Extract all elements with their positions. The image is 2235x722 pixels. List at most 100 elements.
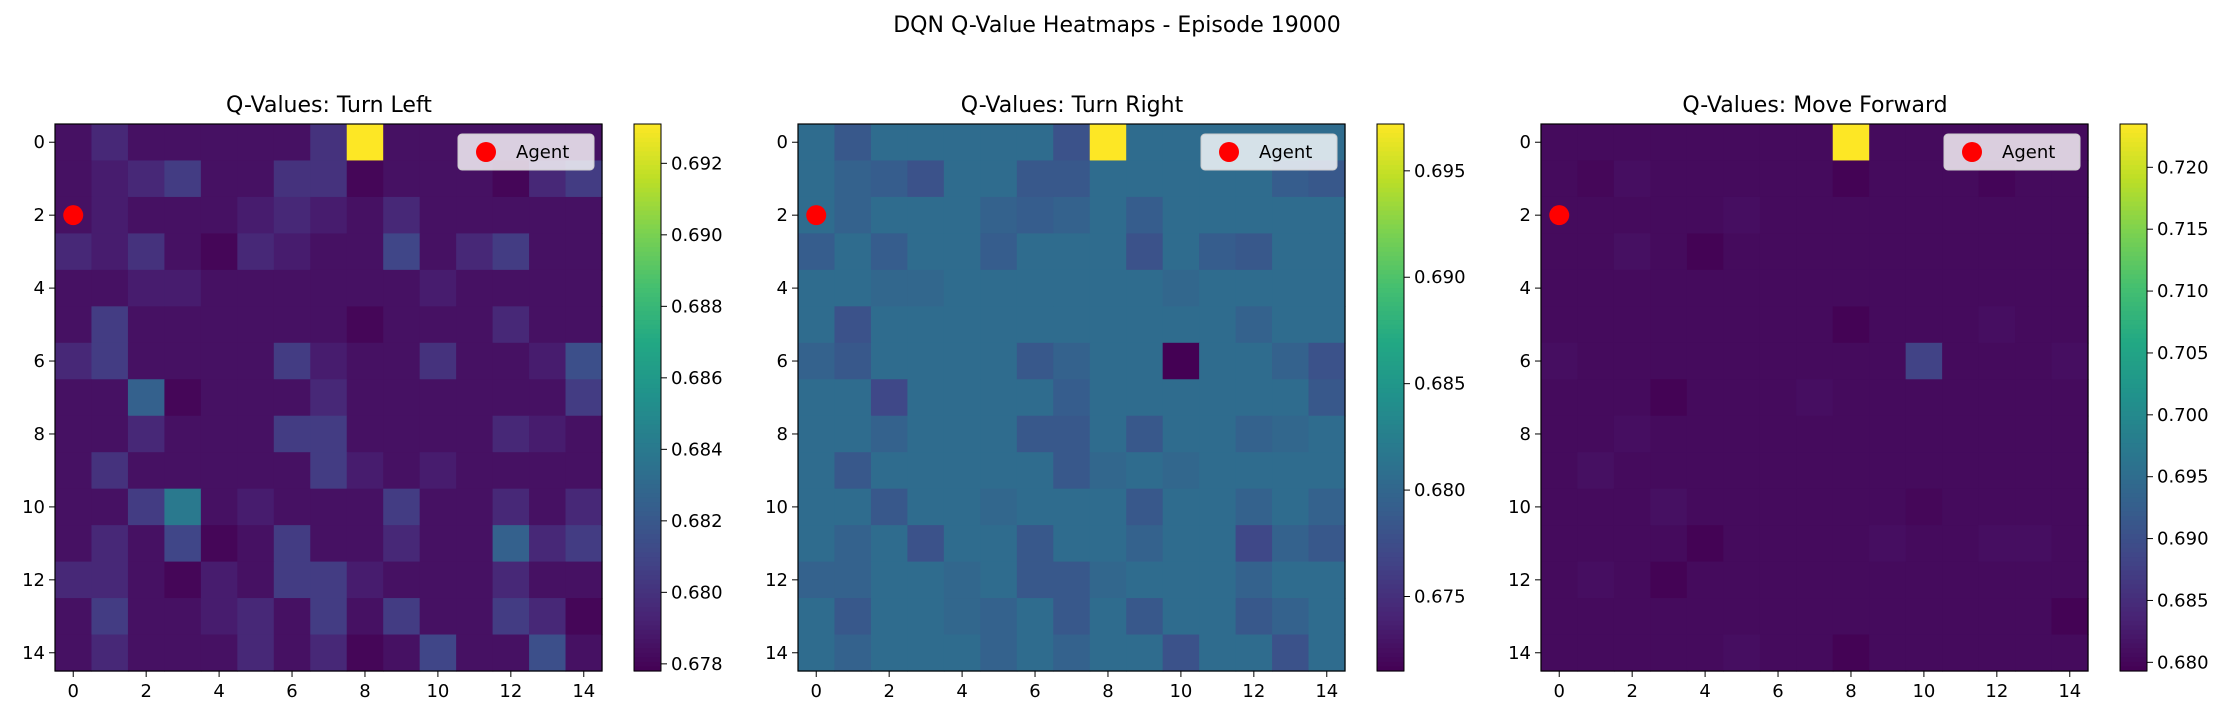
heatmap-cell: [2051, 561, 2089, 599]
colorbar-segment: [634, 506, 661, 513]
heatmap-cell: [1199, 634, 1237, 672]
heatmap-cell: [346, 452, 384, 490]
colorbar-segment: [2120, 525, 2147, 531]
heatmap-cell: [2015, 379, 2053, 417]
heatmap-cell: [55, 269, 93, 307]
heatmap-cell: [2015, 525, 2053, 563]
heatmap-cell: [1126, 452, 1164, 490]
heatmap-cell: [529, 561, 567, 599]
colorbar-segment: [2120, 233, 2147, 239]
colorbar-segment: [2120, 306, 2147, 312]
colorbar-segment: [1377, 155, 1404, 162]
colorbar-tick-label: 0.700: [2157, 405, 2209, 426]
colorbar-segment: [634, 288, 661, 294]
colorbar-segment: [1377, 174, 1404, 180]
heatmap-cell: [200, 598, 238, 636]
colorbar-segment: [2120, 488, 2147, 494]
heatmap-cell: [943, 634, 981, 672]
heatmap-cell: [127, 525, 165, 563]
colorbar-segment: [2120, 256, 2147, 262]
heatmap-cell: [310, 634, 348, 672]
colorbar-segment: [634, 356, 661, 362]
colorbar-segment: [634, 137, 661, 143]
legend-label: Agent: [2002, 142, 2055, 163]
colorbar-segment: [2120, 247, 2147, 253]
heatmap-cell: [798, 342, 836, 380]
colorbar-segment: [2120, 292, 2147, 298]
colorbar-segment: [634, 629, 661, 636]
colorbar-segment: [634, 424, 661, 431]
heatmap-cell: [2015, 561, 2053, 599]
heatmap-cell: [1869, 488, 1907, 526]
heatmap-cell: [1199, 379, 1237, 417]
heatmap-cell: [907, 342, 945, 380]
colorbar-segment: [1377, 192, 1404, 198]
heatmap-cell: [907, 233, 945, 271]
colorbar-segment: [1377, 260, 1404, 266]
heatmap-cell: [310, 379, 348, 417]
heatmap-cell: [1613, 415, 1651, 453]
colorbar-tick-label: 0.685: [1414, 374, 1466, 395]
heatmap-cell: [565, 488, 603, 526]
heatmap-cell: [1759, 415, 1797, 453]
colorbar-segment: [634, 516, 661, 522]
heatmap-cell: [2051, 196, 2089, 234]
heatmap-cell: [1686, 415, 1724, 453]
heatmap-cell: [1577, 160, 1615, 198]
heatmap-cell: [273, 306, 311, 344]
colorbar-segment: [634, 479, 661, 485]
heatmap-cell: [1272, 233, 1310, 271]
heatmap-cell: [273, 415, 311, 453]
colorbar-segment: [2120, 356, 2147, 362]
heatmap-cell: [1978, 488, 2016, 526]
heatmap-cell: [1199, 306, 1237, 344]
colorbar-tick-label: 0.680: [1414, 480, 1466, 501]
colorbar-segment: [634, 593, 661, 599]
colorbar-segment: [1377, 497, 1404, 503]
heatmap-cell: [383, 634, 421, 672]
colorbar-tick-label: 0.688: [671, 296, 723, 317]
colorbar-segment: [2120, 370, 2147, 376]
heatmap-cell: [91, 488, 129, 526]
colorbar-tick-label: 0.675: [1414, 587, 1466, 608]
heatmap-cell: [492, 415, 530, 453]
colorbar-segment: [2120, 365, 2147, 371]
heatmap-cell: [1942, 269, 1980, 307]
heatmap-cell: [1089, 452, 1127, 490]
heatmap-cell: [1053, 598, 1091, 636]
heatmap-cell: [907, 598, 945, 636]
colorbar-segment: [1377, 643, 1404, 649]
colorbar-frame: [2119, 123, 2148, 672]
heatmap-cell: [419, 269, 457, 307]
colorbar-segment: [2120, 516, 2147, 522]
colorbar-segment: [2120, 561, 2147, 567]
colorbar-segment: [2120, 652, 2147, 658]
heatmap-cell: [1162, 634, 1200, 672]
heatmap-cell: [870, 488, 908, 526]
heatmap-cell: [456, 306, 494, 344]
heatmap-cell: [1796, 452, 1834, 490]
colorbar-segment: [634, 657, 661, 663]
y-tick-label: 4: [777, 278, 788, 299]
heatmap-cell: [1869, 160, 1907, 198]
colorbar-segment: [1377, 639, 1404, 645]
heatmap-cell: [91, 306, 129, 344]
heatmap-cell: [2015, 452, 2053, 490]
heatmap-cell: [1650, 634, 1688, 672]
heatmap-cell: [1089, 634, 1127, 672]
colorbar-segment: [2120, 415, 2147, 421]
colorbar-segment: [1377, 210, 1404, 216]
y-tick-label: 8: [34, 424, 45, 445]
colorbar-segment: [1377, 424, 1404, 431]
heatmap-cell: [346, 160, 384, 198]
heatmap-cell: [2015, 306, 2053, 344]
colorbar-segment: [2120, 388, 2147, 394]
heatmap-cell: [1016, 525, 1054, 563]
colorbar-segment: [634, 228, 661, 234]
heatmap-cell: [1016, 124, 1054, 162]
colorbar-segment: [2120, 383, 2147, 389]
heatmap-cell: [1650, 342, 1688, 380]
y-tick-label: 14: [22, 643, 45, 664]
heatmap-cell: [1272, 598, 1310, 636]
heatmap-cell: [1308, 196, 1346, 234]
